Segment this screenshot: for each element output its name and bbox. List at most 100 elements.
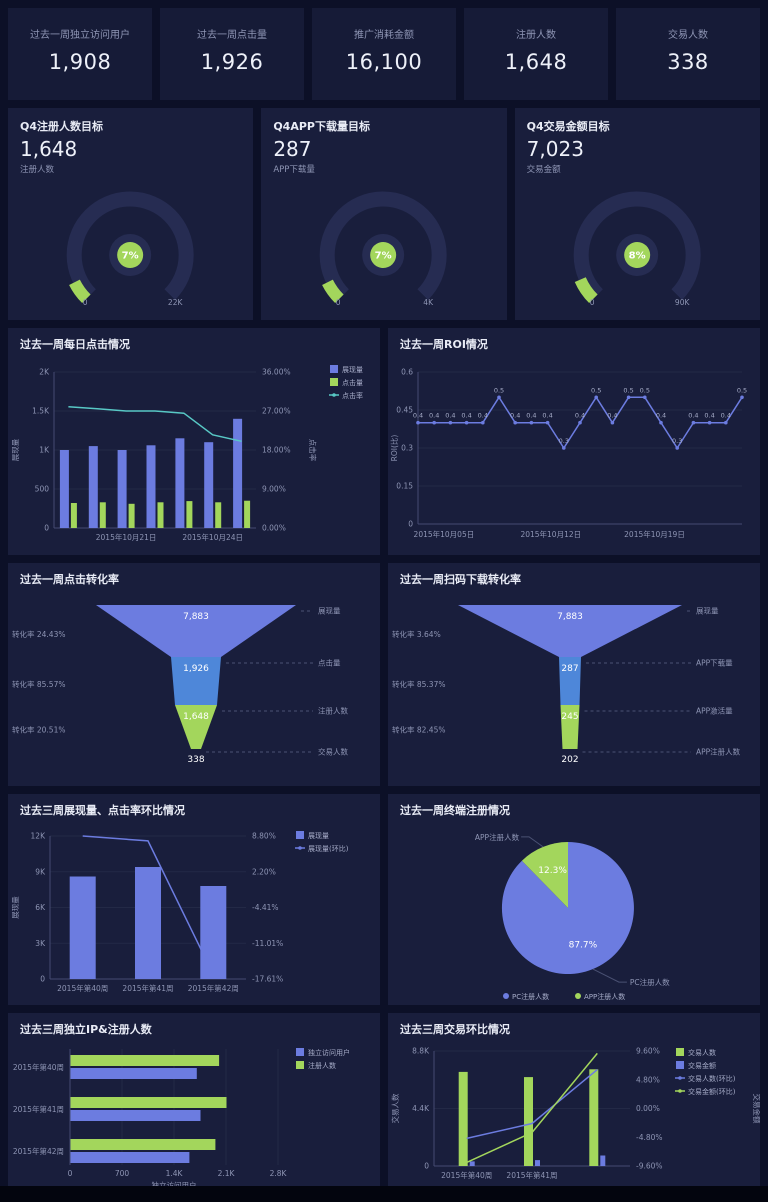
kpi-label: 注册人数 <box>516 30 556 41</box>
svg-text:ROI(比): ROI(比) <box>389 435 399 462</box>
svg-text:0: 0 <box>336 298 341 307</box>
panel-scan-funnel: 过去一周扫码下载转化率 7,883 287 245 202 展现量 APP下载量 APP激活… <box>388 563 760 786</box>
weekly-impressions-chart[interactable]: 0 3K 6K 9K 12K -17.61% -11.01% -4.41% 2.20% 8.80%… <box>8 822 380 1005</box>
gauge-panel-registrations: Q4注册人数目标 1,648 注册人数 7% 0 22K <box>8 108 254 320</box>
svg-text:27.00%: 27.00% <box>262 407 291 416</box>
roi-chart[interactable]: 0 0.15 0.3 0.45 0.6 0.4 0.4 0.4 0.4 0.4 0.5 0.4 0.4 0… <box>388 356 760 554</box>
chart-title: 过去三周交易环比情况 <box>400 1023 510 1036</box>
kpi-value: 1,908 <box>48 50 112 74</box>
svg-text:0.4: 0.4 <box>461 412 471 420</box>
svg-text:0.15: 0.15 <box>396 482 413 491</box>
svg-text:展现量: 展现量 <box>696 607 719 616</box>
svg-text:1.4K: 1.4K <box>166 1169 184 1178</box>
chart-title: 过去一周点击转化率 <box>20 573 119 586</box>
kpi-value: 1,926 <box>200 50 264 74</box>
svg-text:18.00%: 18.00% <box>262 446 291 455</box>
registrations-gauge-chart[interactable]: 7% 0 22K <box>8 169 253 317</box>
svg-text:0.5: 0.5 <box>591 386 601 394</box>
daily-clicks-chart[interactable]: 0 500 1K 1.5K 2K 0.00% 9.00% 18.00% 27.00% 36.00%… <box>8 356 380 554</box>
svg-text:0.4: 0.4 <box>688 412 698 420</box>
weekly-trade-chart[interactable]: 0 4.4K 8.8K -9.60% -4.80% 0.00% 4.80% 9.60% 2015… <box>388 1041 760 1186</box>
svg-text:2015年第40周: 2015年第40周 <box>57 983 108 993</box>
gauge-title: Q4注册人数目标 <box>20 120 104 133</box>
svg-text:APP注册人数: APP注册人数 <box>584 992 625 1001</box>
svg-text:-9.60%: -9.60% <box>636 1162 663 1171</box>
chart-row-3: 过去三周展现量、点击率环比情况 0 3K 6K 9K 12K -17.61% -11.01%… <box>8 794 760 1005</box>
chart-row-1: 过去一周每日点击情况 0 500 1K 1.5K 2K 0.00% 9.00% 18.00% 2… <box>8 328 760 555</box>
app-downloads-gauge-chart[interactable]: 7% 0 4K <box>261 169 506 317</box>
svg-text:独立访问用户: 独立访问用户 <box>308 1048 350 1057</box>
svg-text:0.4: 0.4 <box>607 412 617 420</box>
svg-text:2015年第41周: 2015年第41周 <box>13 1104 64 1114</box>
svg-text:0.00%: 0.00% <box>262 524 286 533</box>
svg-text:0.4: 0.4 <box>575 412 585 420</box>
svg-text:2015年第41周: 2015年第41周 <box>122 983 173 993</box>
gauge-title: Q4交易金额目标 <box>526 120 610 133</box>
svg-text:转化率 85.37%: 转化率 85.37% <box>392 679 445 689</box>
svg-text:交易人数(环比): 交易人数(环比) <box>688 1074 736 1083</box>
kpi-value: 1,648 <box>504 50 568 74</box>
kpi-label: 交易人数 <box>668 30 708 41</box>
chart-title: 过去一周每日点击情况 <box>20 338 130 351</box>
svg-text:0.4: 0.4 <box>656 412 666 420</box>
svg-text:转化率 3.64%: 转化率 3.64% <box>392 629 441 639</box>
svg-text:700: 700 <box>115 1169 130 1178</box>
gauge-panel-trade-amount: Q4交易金额目标 7,023 交易金额 8% 0 90K <box>514 108 760 320</box>
svg-text:90K: 90K <box>675 298 691 307</box>
svg-text:0.5: 0.5 <box>640 386 650 394</box>
svg-text:7%: 7% <box>122 251 139 262</box>
gauge-value: 1,648 <box>20 137 78 161</box>
kpi-card-spend: 推广消耗金额 16,100 <box>312 8 456 100</box>
kpi-row: 过去一周独立访问用户 1,908 过去一周点击量 1,926 推广消耗金额 16… <box>8 8 760 100</box>
scan-download-funnel-chart[interactable]: 7,883 287 245 202 展现量 APP下载量 APP激活量 APP注册人数 转化率 … <box>388 591 760 784</box>
svg-text:APP下载量: APP下载量 <box>696 658 733 668</box>
svg-text:2015年10月19日: 2015年10月19日 <box>624 529 685 539</box>
svg-text:2015年10月24日: 2015年10月24日 <box>182 532 243 542</box>
gauge-value: 7,023 <box>526 137 584 161</box>
bottom-bar <box>0 1186 768 1202</box>
svg-text:0: 0 <box>83 298 88 307</box>
ip-registrations-bar-chart[interactable]: 0 700 1.4K 2.1K 2.8K 独立访问用户 2015年第40周 2015年第41周… <box>8 1041 380 1186</box>
svg-text:2015年第42周: 2015年第42周 <box>188 983 239 993</box>
kpi-card-registrations: 注册人数 1,648 <box>464 8 608 100</box>
svg-text:展现量: 展现量 <box>342 366 363 374</box>
svg-text:转化率 82.45%: 转化率 82.45% <box>392 724 445 734</box>
svg-text:0.4: 0.4 <box>510 412 520 420</box>
svg-text:0.4: 0.4 <box>721 412 731 420</box>
svg-text:12.3%: 12.3% <box>538 866 567 876</box>
svg-text:点击率: 点击率 <box>308 439 318 462</box>
svg-text:7,883: 7,883 <box>557 612 583 622</box>
svg-text:交易人数: 交易人数 <box>688 1048 716 1057</box>
kpi-value: 16,100 <box>345 50 423 74</box>
gauge-row: Q4注册人数目标 1,648 注册人数 7% 0 22K Q4APP下载量目标 28… <box>8 108 760 320</box>
chart-title: 过去一周扫码下载转化率 <box>400 573 521 586</box>
svg-text:0: 0 <box>589 298 594 307</box>
chart-title: 过去一周ROI情况 <box>400 338 488 351</box>
svg-text:交易金额: 交易金额 <box>752 1094 760 1124</box>
svg-text:9.60%: 9.60% <box>636 1047 660 1056</box>
svg-text:APP激活量: APP激活量 <box>696 706 733 716</box>
kpi-label: 过去一周独立访问用户 <box>30 30 130 41</box>
svg-text:交易金额(环比): 交易金额(环比) <box>688 1087 736 1096</box>
svg-text:0.5: 0.5 <box>623 386 633 394</box>
svg-text:3K: 3K <box>35 939 46 948</box>
svg-text:交易金额: 交易金额 <box>688 1061 716 1070</box>
svg-text:0.4: 0.4 <box>429 412 439 420</box>
svg-text:0.4: 0.4 <box>478 412 488 420</box>
gauge-sublabel: APP下载量 <box>273 165 315 175</box>
trade-amount-gauge-chart[interactable]: 8% 0 90K <box>515 169 760 317</box>
svg-text:0.5: 0.5 <box>494 386 504 394</box>
svg-text:点击量: 点击量 <box>342 378 363 387</box>
svg-text:1K: 1K <box>39 446 50 455</box>
svg-text:245: 245 <box>561 712 578 722</box>
svg-text:交易人数: 交易人数 <box>318 747 348 757</box>
terminal-registrations-pie-chart[interactable]: 87.7% 12.3% APP注册人数 PC注册人数 PC注册人数 APP注册人数 <box>388 822 760 1005</box>
panel-roi: 过去一周ROI情况 0 0.15 0.3 0.45 0.6 0.4 0.4 0.4 0.4 0.4… <box>388 328 760 555</box>
svg-text:展现量(环比): 展现量(环比) <box>308 844 349 853</box>
svg-text:8%: 8% <box>628 251 645 262</box>
svg-text:转化率 24.43%: 转化率 24.43% <box>12 629 65 639</box>
svg-text:-17.61%: -17.61% <box>252 975 283 984</box>
svg-text:2015年10月05日: 2015年10月05日 <box>414 529 475 539</box>
panel-terminal-pie: 过去一周终端注册情况 87.7% 12.3% APP注册人数 PC注册人数 PC注册人数… <box>388 794 760 1005</box>
